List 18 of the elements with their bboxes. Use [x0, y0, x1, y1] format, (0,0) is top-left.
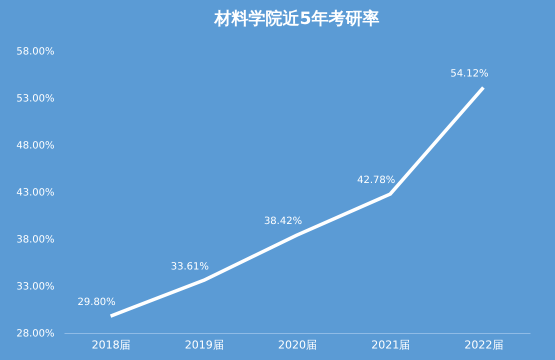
data-label: 54.12% — [450, 68, 488, 80]
y-tick-label: 48.00% — [16, 140, 54, 152]
y-tick-label: 28.00% — [16, 328, 54, 340]
data-label: 29.80% — [78, 297, 116, 308]
x-tick-label: 2022届 — [464, 338, 504, 352]
x-tick-label: 2019届 — [184, 338, 224, 352]
data-label: 33.61% — [170, 261, 209, 272]
y-tick-label: 38.00% — [16, 234, 54, 246]
y-tick-label: 43.00% — [16, 188, 54, 198]
y-tick-label: 33.00% — [16, 282, 54, 292]
x-tick-label: 2018届 — [92, 338, 131, 352]
x-tick-label: 2021届 — [371, 338, 410, 352]
x-tick-label: 2020届 — [278, 338, 317, 352]
y-tick-label: 53.00% — [16, 94, 54, 104]
data-label: 42.78% — [357, 175, 396, 186]
data-label: 38.42% — [264, 216, 302, 228]
y-tick-label: 58.00% — [16, 46, 54, 58]
chart-title: 材料学院近5年考研率 — [214, 9, 380, 29]
